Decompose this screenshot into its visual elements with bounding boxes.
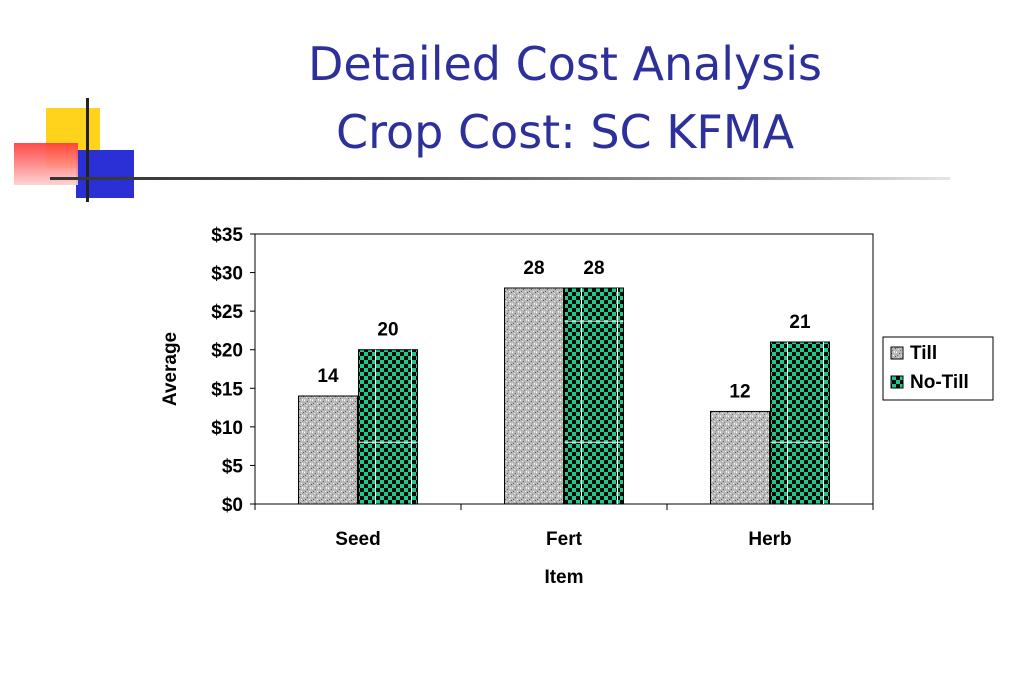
data-label: 20 (377, 320, 398, 341)
title-underline (50, 177, 950, 180)
decor-vertical-line (86, 98, 89, 202)
data-label: 28 (523, 258, 544, 279)
data-label: 14 (317, 366, 339, 387)
bar-till-fert (504, 287, 564, 505)
y-tick-label: $15 (211, 379, 243, 400)
y-tick-label: $35 (211, 225, 243, 246)
x-tick-label: Herb (748, 529, 791, 550)
x-tick-label: Seed (335, 529, 380, 550)
legend-swatch-no-till (890, 375, 904, 389)
y-axis-title: Average (160, 332, 181, 406)
legend-label: Till (910, 343, 937, 364)
decor-blue-square (76, 150, 134, 198)
y-tick-label: $25 (211, 302, 243, 323)
bar-till-seed (298, 395, 358, 505)
data-label: 28 (583, 258, 604, 279)
x-tick-label: Fert (546, 529, 583, 550)
data-label: 21 (789, 312, 811, 333)
x-axis-title: Item (544, 567, 583, 588)
bar-no-till-seed (358, 349, 418, 505)
y-tick-label: $10 (211, 418, 243, 439)
bar-till-herb (710, 410, 770, 505)
bar-no-till-herb (770, 341, 830, 505)
slide-title-line-1: Detailed Cost Analysis (307, 37, 823, 91)
legend-swatch-till (890, 346, 904, 360)
y-tick-label: $5 (222, 456, 244, 477)
y-tick-label: $20 (211, 341, 243, 362)
y-tick-label: $30 (211, 264, 243, 285)
y-tick-label: $0 (222, 495, 243, 516)
legend-label: No-Till (910, 372, 969, 393)
slide-title-line-2: Crop Cost: SC KFMA (335, 105, 795, 159)
data-label: 12 (729, 381, 750, 402)
bar-no-till-fert (564, 287, 624, 505)
